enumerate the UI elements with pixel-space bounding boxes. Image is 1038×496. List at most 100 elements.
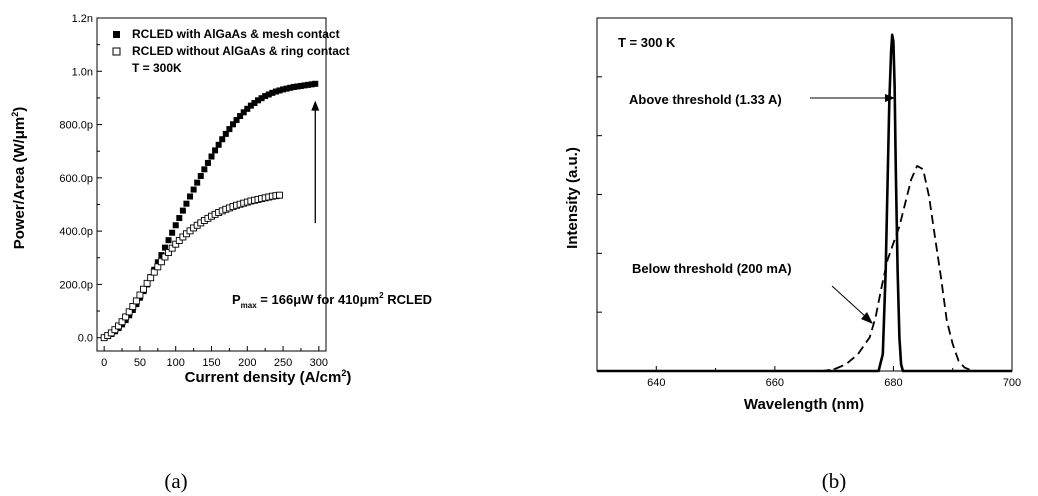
point-mesh — [308, 81, 315, 88]
chart-b-arrow-above-head — [885, 94, 895, 102]
chart-b-panel-label: (b) — [822, 469, 847, 493]
point-mesh — [176, 215, 183, 222]
point-mesh — [165, 237, 172, 244]
point-mesh — [262, 93, 269, 100]
chart-a-pmax-annotation: Pmax = 166μW for 410μm2 RCLED — [232, 291, 432, 310]
pmax-sup: 2 — [379, 291, 384, 300]
point-mesh — [169, 229, 176, 236]
point-mesh — [158, 252, 165, 259]
chart-b-xlabel: Wavelength (nm) — [744, 396, 864, 413]
point-mesh — [172, 222, 179, 229]
point-ring — [140, 285, 147, 293]
chart-b-arrow-below-head — [861, 312, 873, 324]
chart-b-label-above: Above threshold (1.33 A) — [629, 92, 782, 107]
legend-marker-filled-square — [113, 31, 120, 38]
series-line-below-threshold — [597, 164, 1012, 372]
chart-a-panel-label: (a) — [164, 469, 187, 493]
legend-marker-open-square — [112, 47, 121, 56]
point-mesh — [161, 244, 168, 251]
point-ring — [122, 313, 130, 321]
chart-b-xtick-label: 680 — [884, 377, 902, 389]
point-mesh — [244, 105, 251, 112]
point-mesh — [201, 166, 208, 173]
chart-a-ytick-label: 400.0p — [59, 226, 93, 238]
chart-b-label-below: Below threshold (200 mA) — [632, 261, 792, 276]
chart-b-plot-frame — [596, 17, 1013, 372]
point-mesh — [240, 109, 247, 116]
chart-b-y-ticks — [597, 76, 602, 313]
chart-a-ytick-label: 800.0p — [59, 120, 93, 132]
point-ring — [115, 322, 122, 330]
chart-a-ytick-label: 1.0n — [72, 66, 93, 78]
chart-a-ytick-label: 200.0p — [59, 279, 93, 291]
point-mesh — [294, 83, 301, 90]
point-ring — [276, 191, 283, 199]
point-mesh — [237, 113, 244, 120]
chart-a-ytick-label: 0.0 — [78, 333, 93, 345]
pmax-p: P — [232, 292, 241, 307]
point-mesh — [280, 86, 287, 93]
point-ring — [168, 244, 176, 252]
point-mesh — [301, 82, 308, 89]
xlabel-main: Current density (A/cm — [185, 369, 342, 386]
point-mesh — [283, 85, 290, 92]
chart-a-xtick-label: 150 — [202, 357, 220, 369]
chart-a-legend: RCLED with AlGaAs & mesh contact RCLED w… — [112, 27, 350, 75]
chart-a: 0.0 200.0p 400.0p 600.0p 800.0p 1.0n 1.2n 0 50 1… — [10, 13, 432, 493]
series-line-above-threshold — [597, 33, 1012, 373]
point-mesh — [215, 141, 222, 148]
point-mesh — [269, 89, 276, 96]
chart-b-xtick-label: 660 — [766, 377, 784, 389]
point-ring — [154, 263, 162, 271]
point-mesh — [212, 147, 219, 154]
point-ring — [165, 248, 173, 256]
point-mesh — [255, 97, 262, 104]
chart-a-ylabel: Power/Area (W/μm2) — [10, 107, 28, 250]
chart-a-xlabel: Current density (A/cm2) — [185, 368, 352, 386]
legend-label-mesh: RCLED with AlGaAs & mesh contact — [132, 27, 340, 41]
point-ring — [136, 291, 144, 299]
point-mesh — [247, 102, 254, 109]
pmax-mid: = 166μW for 410μm — [257, 292, 379, 307]
point-mesh — [129, 306, 136, 313]
point-mesh — [126, 312, 133, 319]
point-mesh — [276, 87, 283, 94]
chart-a-ytick-label: 1.2n — [72, 13, 93, 25]
point-mesh — [197, 172, 204, 179]
point-ring — [125, 308, 133, 316]
point-mesh — [226, 126, 233, 133]
pmax-sub: max — [241, 301, 258, 310]
ylabel-sup: 2 — [10, 112, 20, 117]
point-mesh — [290, 83, 297, 90]
chart-b-arrow-below-line — [831, 285, 867, 318]
point-ring — [143, 279, 151, 287]
point-mesh — [312, 80, 319, 87]
ylabel-main: Power/Area (W/μm — [11, 117, 28, 250]
legend-temperature: T = 300K — [132, 61, 182, 75]
point-mesh — [194, 179, 201, 186]
point-mesh — [258, 95, 265, 102]
chart-a-y-ticks: 0.0 200.0p 400.0p 600.0p 800.0p 1.0n 1.2n — [59, 13, 102, 345]
point-ring — [147, 274, 155, 282]
xlabel-sup: 2 — [341, 368, 346, 378]
point-mesh — [187, 193, 194, 200]
chart-b: 640 660 680 700 T = 300 K Above threshold (… — [564, 17, 1021, 493]
point-mesh — [265, 91, 272, 98]
chart-b-x-ticks: 640 660 680 700 — [647, 366, 1021, 389]
chart-a-xtick-label: 250 — [274, 357, 292, 369]
point-mesh — [219, 136, 226, 143]
point-mesh — [204, 159, 211, 166]
chart-a-arrow — [311, 100, 320, 224]
chart-a-xtick-label: 50 — [134, 357, 146, 369]
arrow-head — [311, 100, 320, 111]
point-ring — [111, 326, 119, 334]
chart-b-series — [597, 33, 1012, 373]
point-mesh — [251, 99, 258, 106]
point-ring — [118, 318, 126, 326]
point-mesh — [233, 117, 240, 124]
pmax-end: RCLED — [384, 292, 432, 307]
point-ring — [129, 303, 137, 310]
point-mesh — [154, 259, 161, 266]
chart-a-xtick-label: 0 — [101, 357, 107, 369]
